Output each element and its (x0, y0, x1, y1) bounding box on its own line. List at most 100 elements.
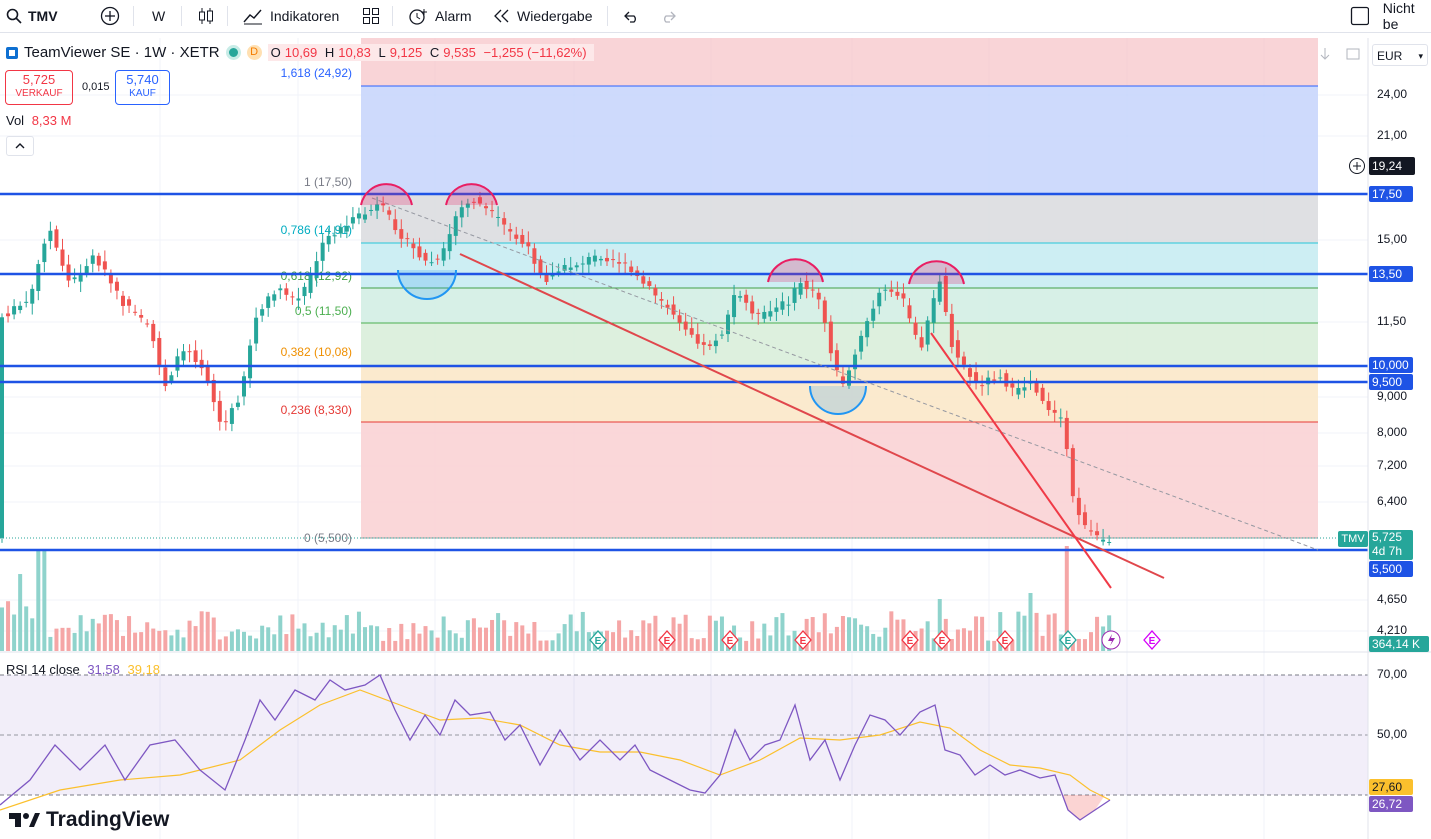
candle-body (363, 214, 367, 220)
high-label: H (324, 45, 335, 60)
horizontal-levels[interactable] (0, 192, 1368, 552)
candle-body (423, 252, 428, 261)
open-label: O (270, 45, 281, 60)
earnings-event-marker[interactable]: E (1143, 630, 1161, 650)
candle-body (36, 264, 41, 292)
layouts-button[interactable] (362, 0, 380, 32)
earnings-event-marker[interactable]: E (721, 630, 739, 650)
trend-lines[interactable] (371, 197, 1319, 589)
sell-button[interactable]: 5,725 VERKAUF (5, 70, 73, 105)
downtrend-line[interactable] (459, 253, 1165, 579)
rsi-title[interactable]: RSI 14 close (6, 662, 80, 677)
fib-zone-5 (361, 323, 1318, 366)
indicators-button[interactable]: Indikatoren (242, 0, 339, 32)
price-tick: 21,00 (1377, 128, 1408, 142)
candle-body (48, 230, 53, 242)
top-arc[interactable] (767, 258, 824, 283)
volume-bar (1070, 640, 1075, 651)
candle-body (496, 216, 501, 218)
bottom-arc[interactable] (809, 385, 867, 415)
volume-bar (423, 626, 428, 651)
collapse-legend-button[interactable] (6, 136, 34, 156)
interval-button[interactable]: W (152, 0, 165, 32)
chart-legend: TeamViewer SE · 1W · XETR D O 10,69 H 10,8… (6, 44, 594, 61)
level-tag-1750: 17,50 (1369, 186, 1413, 202)
add-circle-icon (100, 6, 120, 26)
volume-bar (314, 632, 319, 651)
candle-body (580, 263, 585, 265)
divider (133, 6, 134, 26)
candle-body (199, 359, 204, 369)
symbol-search[interactable]: TMV (6, 0, 58, 32)
candle-body (617, 262, 622, 264)
tradingview-logo[interactable]: TradingView (8, 808, 169, 832)
crosshair-add-icon[interactable] (1348, 157, 1366, 180)
redo-button[interactable] (660, 0, 678, 32)
candle-body (810, 289, 815, 291)
volume-bar (713, 620, 718, 651)
vol-value: 8,33 M (31, 113, 72, 128)
maximize-icon[interactable] (1345, 46, 1361, 67)
earnings-event-marker[interactable]: E (933, 630, 951, 650)
symbol-title[interactable]: TeamViewer SE · 1W · XETR (24, 44, 220, 61)
candle-body (350, 217, 355, 224)
last-price: 5,725 (1372, 530, 1403, 544)
candle-body (804, 280, 809, 290)
fibonacci-retracement[interactable] (361, 38, 1318, 539)
earnings-event-label: E (1149, 636, 1156, 647)
volume-bar (580, 611, 585, 651)
candle-body (1046, 401, 1051, 411)
top-arc[interactable] (360, 183, 413, 206)
volume-bar (151, 628, 156, 651)
volume-bar (350, 633, 355, 651)
volume-bar (931, 638, 936, 651)
pattern-arcs[interactable] (360, 183, 965, 415)
volume-bar (181, 637, 186, 651)
volume-bar (127, 616, 132, 651)
candle-body (1016, 387, 1021, 395)
candle-body (90, 255, 95, 264)
fib-label-5: 0,5 (11,50) (295, 304, 352, 318)
steep-downtrend-line[interactable] (930, 332, 1112, 589)
top-arc[interactable] (445, 183, 498, 206)
chart-type-button[interactable] (197, 0, 215, 32)
earnings-event-marker[interactable]: E (901, 630, 919, 650)
volume-bar (774, 617, 779, 651)
top-arc[interactable] (908, 260, 965, 285)
volume-bar (1082, 639, 1087, 651)
publish-toggle[interactable]: Nicht be (1350, 0, 1431, 32)
volume-bar (477, 627, 482, 651)
earnings-event-marker[interactable]: E (794, 630, 812, 650)
earnings-event-marker[interactable]: E (1059, 630, 1077, 650)
candle-body (520, 234, 525, 244)
candle-body (629, 266, 634, 272)
candle-body (375, 204, 380, 211)
volume-bar (254, 638, 259, 651)
rsi-ma-tag: 27,60 (1369, 779, 1413, 795)
compare-button[interactable] (100, 0, 120, 32)
volume-bar (496, 613, 501, 651)
volume-bar (465, 620, 470, 651)
earnings-event-marker[interactable]: E (996, 630, 1014, 650)
volume-bar (707, 615, 712, 651)
replay-button[interactable]: Wiedergabe (493, 0, 593, 32)
alarm-button[interactable]: Alarm (407, 0, 472, 32)
earnings-event-marker[interactable]: E (589, 630, 607, 650)
earnings-event-label: E (595, 636, 602, 647)
rsi-pane[interactable] (0, 674, 1368, 821)
bottom-arc[interactable] (397, 269, 457, 300)
candle-body (381, 203, 386, 206)
volume-bar (968, 630, 972, 651)
undo-button[interactable] (622, 0, 640, 32)
candle-body (623, 262, 628, 264)
candle-body (187, 351, 192, 353)
currency-select[interactable]: EUR ▾ (1372, 44, 1428, 66)
buy-button[interactable]: 5,740 KAUF (115, 70, 170, 105)
earnings-event-marker[interactable]: E (658, 630, 676, 650)
level-tag-9500: 9,500 (1369, 374, 1413, 390)
scroll-down-icon[interactable] (1318, 46, 1332, 67)
dashed-trendline[interactable] (371, 197, 1319, 551)
volume-bar (574, 631, 579, 651)
